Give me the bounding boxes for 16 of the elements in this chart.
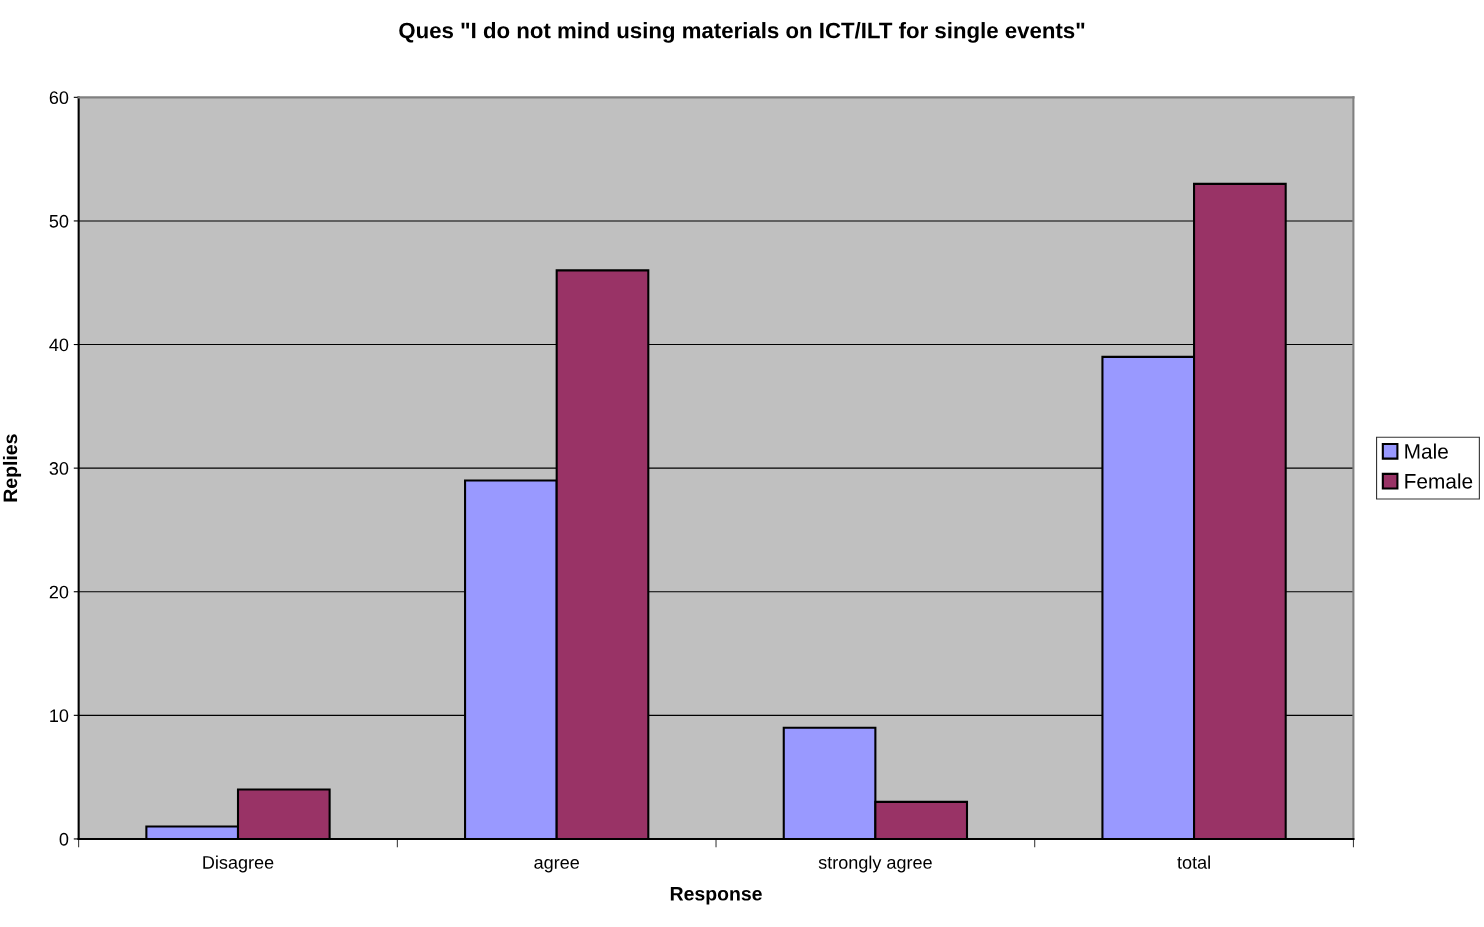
x-tick-label: total: [1177, 855, 1210, 869]
x-tick-label: agree: [534, 858, 579, 873]
y-tick-label: 0: [59, 832, 69, 846]
y-tick-label: 20: [49, 585, 69, 599]
y-tick-label: 30: [49, 462, 69, 475]
legend-label: Male: [1405, 443, 1448, 459]
y-tick-label: 40: [49, 338, 69, 352]
y-tick-label: 10: [50, 709, 69, 723]
y-tick-label: 50: [49, 214, 69, 228]
chart-title: Ques "I do not mind using materials on ICT/ILT for single events": [399, 22, 1085, 43]
x-axis-title: Response: [670, 887, 762, 905]
y-tick-label: 60: [49, 91, 69, 105]
x-tick-label: Disagree: [203, 855, 274, 873]
x-tick-label: strongly agree: [818, 855, 932, 873]
legend-label: Female: [1405, 473, 1473, 489]
y-axis-title: Replies: [2, 434, 22, 502]
